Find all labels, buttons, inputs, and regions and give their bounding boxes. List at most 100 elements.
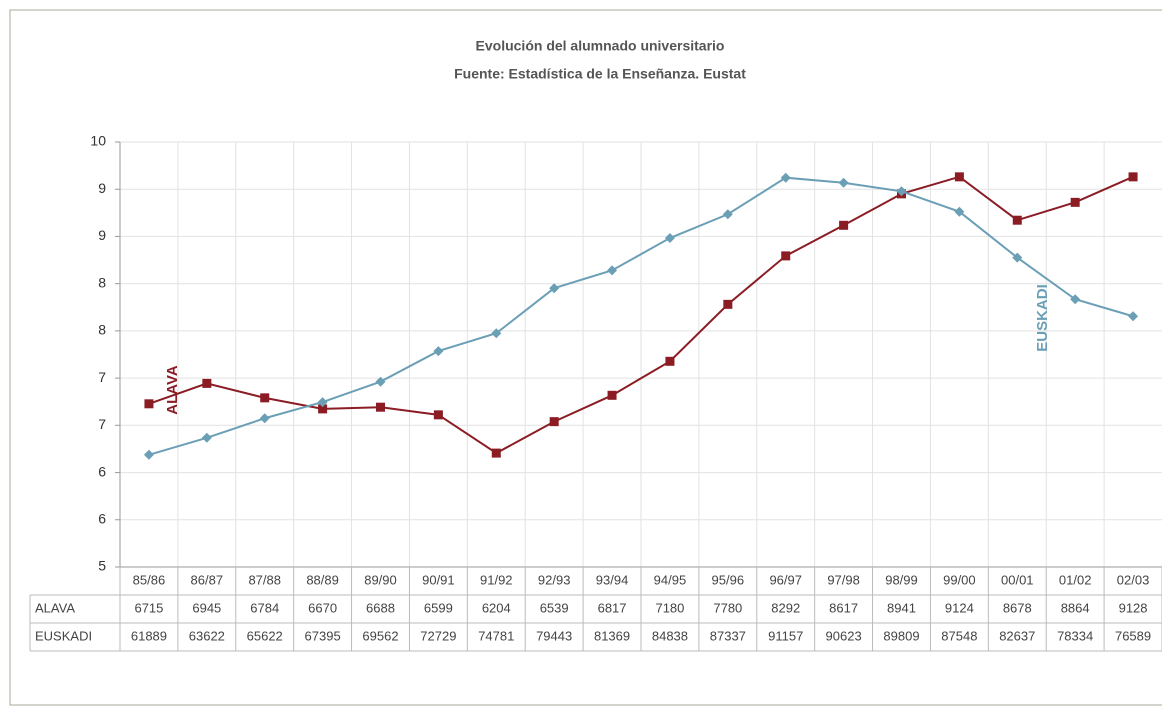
marker — [1128, 311, 1139, 322]
chart-title: Evolución del alumnado universitario — [476, 38, 725, 54]
table-cell: 6599 — [424, 600, 453, 615]
x-tick-label: 89/90 — [364, 572, 397, 587]
chart-frame — [9, 9, 1162, 706]
table-cell: 6204 — [482, 600, 511, 615]
table-cell: 9124 — [945, 600, 974, 615]
y-tick-label: 8 — [98, 322, 106, 338]
marker — [318, 404, 328, 414]
table-cell: 79443 — [536, 628, 572, 643]
table-cell: 6688 — [366, 600, 395, 615]
table-cell: 91157 — [768, 628, 803, 643]
marker — [1070, 197, 1080, 207]
marker — [144, 399, 154, 409]
y-tick-label: 7 — [98, 416, 106, 432]
y-tick-label: 9 — [98, 180, 106, 196]
table-cell: 8864 — [1061, 600, 1090, 615]
table-cell: 89809 — [883, 628, 919, 643]
marker — [838, 177, 849, 188]
table-cell: 87548 — [941, 628, 977, 643]
marker — [780, 172, 791, 183]
marker — [1128, 172, 1138, 182]
marker — [317, 397, 328, 408]
table-cell: 7180 — [655, 600, 684, 615]
x-tick-label: 99/00 — [943, 572, 976, 587]
x-tick-label: 02/03 — [1117, 572, 1150, 587]
table-cell: 61889 — [131, 628, 167, 643]
marker — [1012, 215, 1022, 225]
marker — [375, 376, 386, 387]
x-tick-label: 90/91 — [422, 572, 455, 587]
marker — [781, 251, 791, 261]
table-cell: 87337 — [710, 628, 746, 643]
y-tick-label: 6 — [98, 510, 106, 526]
table-cell: 6945 — [192, 600, 221, 615]
table-cell: 67395 — [305, 628, 341, 643]
x-tick-label: 92/93 — [538, 572, 571, 587]
table-cell: 6715 — [134, 600, 163, 615]
marker — [1070, 294, 1081, 305]
marker — [143, 449, 154, 460]
table-cell: 8678 — [1003, 600, 1032, 615]
table-cell: 63622 — [189, 628, 225, 643]
marker — [433, 346, 444, 357]
marker — [260, 393, 270, 403]
marker — [491, 328, 502, 339]
table-cell: 74781 — [478, 628, 514, 643]
table-cell: 6670 — [308, 600, 337, 615]
table-cell: 69562 — [362, 628, 398, 643]
table-cell: 6539 — [540, 600, 569, 615]
marker — [664, 233, 675, 244]
y-tick-label: 8 — [98, 274, 106, 290]
table-cell: 7780 — [713, 600, 742, 615]
x-tick-label: 94/95 — [654, 572, 687, 587]
marker — [723, 299, 733, 309]
marker — [549, 283, 560, 294]
x-tick-label: 95/96 — [712, 572, 745, 587]
marker — [722, 209, 733, 220]
marker — [201, 432, 212, 443]
x-tick-label: 01/02 — [1059, 572, 1092, 587]
table-cell: 6817 — [598, 600, 627, 615]
table-cell: 84838 — [652, 628, 688, 643]
x-tick-label: 87/88 — [248, 572, 281, 587]
x-tick-label: 93/94 — [596, 572, 629, 587]
marker — [896, 186, 907, 197]
y-tick-label: 5 — [98, 558, 106, 574]
table-row-label: ALAVA — [35, 600, 75, 615]
x-tick-label: 85/86 — [133, 572, 166, 587]
table-cell: 82637 — [999, 628, 1035, 643]
marker — [839, 220, 849, 230]
table-cell: 76589 — [1115, 628, 1151, 643]
series-line — [148, 176, 1134, 456]
marker — [376, 402, 385, 412]
table-cell: 65622 — [247, 628, 283, 643]
marker — [259, 413, 270, 424]
chart-subtitle: Fuente: Estadística de la Enseñanza. Eus… — [454, 66, 746, 82]
y-tick-label: 6 — [98, 463, 106, 479]
marker — [607, 265, 618, 276]
x-tick-label: 91/92 — [480, 572, 513, 587]
series-label: EUSKADI — [1034, 284, 1051, 352]
table-cell: 90623 — [826, 628, 862, 643]
x-tick-label: 00/01 — [1001, 572, 1034, 587]
marker — [491, 448, 501, 458]
x-tick-label: 96/97 — [769, 572, 802, 587]
table-cell: 72729 — [420, 628, 456, 643]
series-label: ALAVA — [164, 365, 181, 415]
table-cell: 81369 — [594, 628, 630, 643]
x-tick-label: 98/99 — [885, 572, 918, 587]
table-cell: 8292 — [771, 600, 800, 615]
x-tick-label: 86/87 — [191, 572, 224, 587]
marker — [202, 378, 212, 388]
table-row-label: EUSKADI — [35, 628, 92, 643]
table-cell: 78334 — [1057, 628, 1093, 643]
x-tick-label: 88/89 — [306, 572, 339, 587]
marker — [433, 410, 443, 420]
y-tick-label: 9 — [98, 227, 106, 243]
marker — [954, 206, 965, 217]
series-line — [148, 175, 1134, 455]
table-cell: 8617 — [829, 600, 858, 615]
marker — [954, 172, 964, 182]
marker — [665, 356, 675, 366]
